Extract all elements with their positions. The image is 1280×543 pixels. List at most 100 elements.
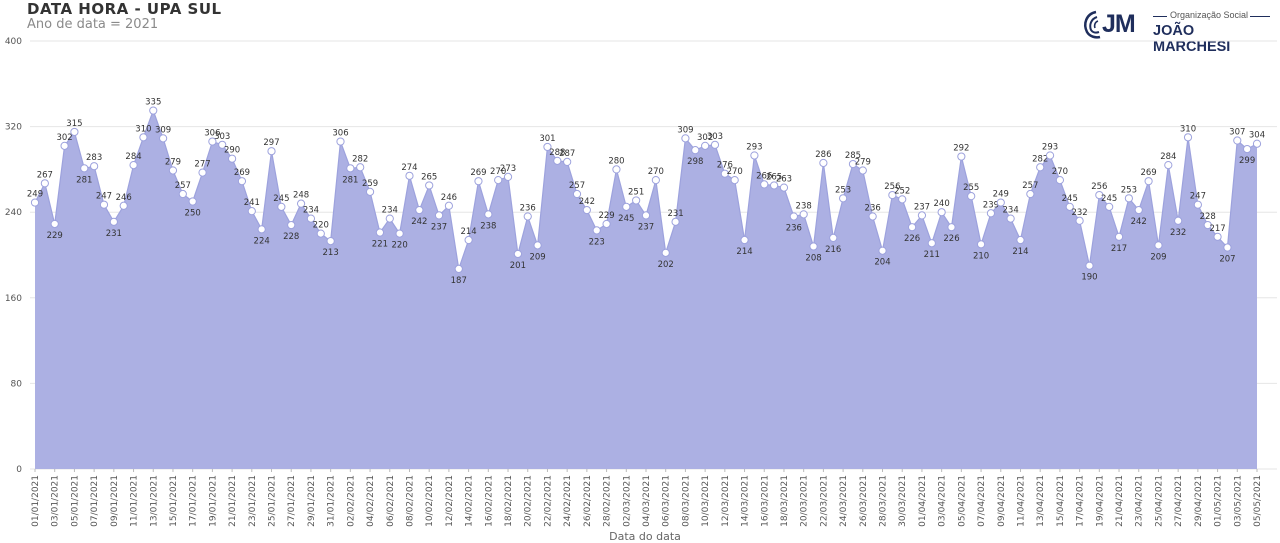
x-tick-label: 04/03/2021 xyxy=(642,475,652,527)
data-label: 214 xyxy=(736,247,752,257)
data-label: 303 xyxy=(707,132,723,142)
data-point xyxy=(178,189,187,199)
data-point xyxy=(760,180,769,189)
logo-divider xyxy=(1153,16,1167,17)
x-tick-label: 30/03/2021 xyxy=(898,475,908,527)
data-label: 245 xyxy=(1101,194,1117,204)
data-point xyxy=(1036,163,1045,172)
data-point xyxy=(829,233,838,242)
x-tick-label: 24/03/2021 xyxy=(839,475,849,527)
data-point xyxy=(1252,139,1262,148)
data-label: 236 xyxy=(865,203,881,213)
data-label: 190 xyxy=(1081,273,1097,283)
data-label: 207 xyxy=(1219,255,1235,265)
x-tick-label: 27/01/2021 xyxy=(287,475,297,527)
data-point xyxy=(878,246,887,255)
data-point xyxy=(90,162,99,171)
x-tick-label: 15/01/2021 xyxy=(169,475,179,527)
data-point xyxy=(513,249,522,259)
organization-logo: JM Organização Social JOÃO MARCHESI xyxy=(1082,8,1274,55)
data-label: 208 xyxy=(805,253,821,263)
x-tick-label: 31/01/2021 xyxy=(327,475,337,527)
data-point xyxy=(868,212,877,221)
data-label: 287 xyxy=(559,149,575,159)
x-tick-label: 23/01/2021 xyxy=(248,475,258,527)
data-point xyxy=(336,137,345,146)
data-label: 298 xyxy=(687,157,703,167)
data-label: 280 xyxy=(608,156,624,166)
data-point xyxy=(651,176,660,185)
data-point xyxy=(1085,261,1094,270)
data-label: 270 xyxy=(648,167,664,177)
data-point xyxy=(1183,133,1193,142)
x-tick-label: 21/04/2021 xyxy=(1115,475,1125,527)
x-tick-label: 12/02/2021 xyxy=(445,475,455,527)
data-label: 252 xyxy=(894,186,910,196)
data-label: 234 xyxy=(1003,206,1019,216)
y-tick-label: 0 xyxy=(16,465,22,475)
data-point xyxy=(632,196,641,205)
data-point xyxy=(533,241,542,250)
data-label: 224 xyxy=(254,236,270,246)
data-point xyxy=(70,127,79,137)
data-label: 246 xyxy=(116,193,132,203)
x-tick-label: 13/01/2021 xyxy=(149,475,159,527)
data-point xyxy=(1213,232,1222,241)
data-label: 209 xyxy=(1150,252,1166,262)
data-point xyxy=(474,177,483,186)
data-label: 234 xyxy=(382,206,398,216)
data-point xyxy=(986,209,996,218)
data-point xyxy=(365,187,375,196)
data-label: 228 xyxy=(1200,212,1216,222)
data-label: 270 xyxy=(1052,167,1068,177)
data-label: 309 xyxy=(677,125,693,135)
x-tick-label: 10/03/2021 xyxy=(701,475,711,527)
data-point xyxy=(1164,161,1173,170)
data-label: 241 xyxy=(244,198,260,208)
data-point xyxy=(464,235,473,245)
data-label: 282 xyxy=(1032,154,1048,164)
data-label: 288 xyxy=(549,148,565,158)
data-label: 220 xyxy=(392,241,408,251)
x-tick-label: 18/03/2021 xyxy=(780,475,790,527)
data-point xyxy=(1174,216,1183,225)
data-point xyxy=(809,242,818,251)
logo-initials: JM xyxy=(1102,10,1136,38)
data-label: 270 xyxy=(727,167,743,177)
x-tick-label: 05/01/2021 xyxy=(70,475,80,527)
data-point xyxy=(287,220,296,230)
x-tick-label: 15/04/2021 xyxy=(1056,475,1066,527)
data-point xyxy=(149,106,158,115)
x-tick-label: 03/05/2021 xyxy=(1233,475,1243,527)
x-tick-label: 11/01/2021 xyxy=(130,475,140,527)
data-label: 279 xyxy=(855,157,871,167)
data-label: 242 xyxy=(579,197,595,207)
data-point xyxy=(30,198,40,207)
data-point xyxy=(375,228,385,237)
data-label: 204 xyxy=(874,258,890,268)
x-tick-label: 20/02/2021 xyxy=(524,475,534,527)
data-label: 259 xyxy=(362,179,378,189)
data-point xyxy=(395,229,404,238)
data-point xyxy=(750,151,759,160)
y-tick-label: 160 xyxy=(5,294,22,304)
data-point xyxy=(779,183,789,192)
data-point xyxy=(957,152,966,161)
x-tick-label: 22/03/2021 xyxy=(819,475,829,527)
data-point xyxy=(1124,194,1133,203)
x-tick-label: 13/04/2021 xyxy=(1036,475,1046,527)
data-label: 250 xyxy=(185,209,201,219)
data-label: 301 xyxy=(539,134,555,144)
data-label: 310 xyxy=(1180,124,1196,134)
data-label: 239 xyxy=(983,200,999,210)
data-label: 283 xyxy=(86,153,102,163)
data-point xyxy=(848,159,858,169)
data-label: 284 xyxy=(125,152,141,162)
data-label: 284 xyxy=(1160,152,1176,162)
data-point xyxy=(681,134,690,143)
data-label: 257 xyxy=(175,181,191,191)
data-label: 256 xyxy=(1091,182,1107,192)
data-point xyxy=(641,211,651,220)
data-label: 231 xyxy=(667,209,683,219)
